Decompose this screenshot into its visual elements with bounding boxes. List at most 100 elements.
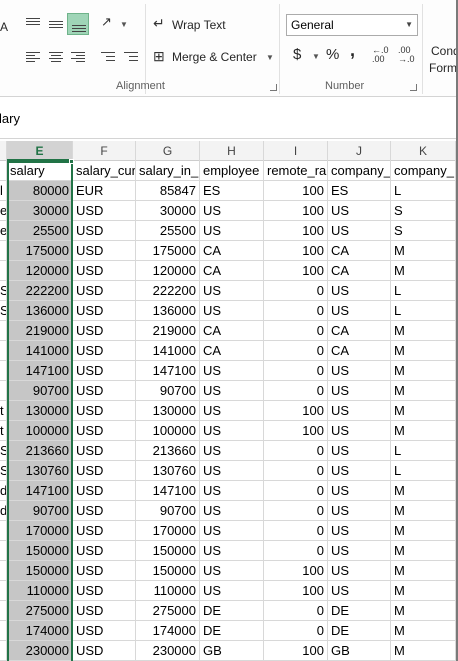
table-cell-partial[interactable]: l: [0, 181, 7, 201]
table-cell[interactable]: 213660: [7, 441, 73, 461]
table-cell[interactable]: US: [328, 501, 391, 521]
conditional-formatting-label-2[interactable]: Form: [429, 61, 457, 75]
table-cell-partial[interactable]: [0, 241, 7, 261]
table-cell[interactable]: 0: [264, 481, 328, 501]
table-cell[interactable]: US: [200, 421, 264, 441]
table-cell[interactable]: L: [391, 441, 456, 461]
header-cell[interactable]: company_: [391, 161, 456, 181]
table-cell[interactable]: 174000: [136, 621, 200, 641]
table-cell-partial[interactable]: [0, 621, 7, 641]
table-cell[interactable]: M: [391, 341, 456, 361]
table-cell[interactable]: US: [200, 301, 264, 321]
table-cell[interactable]: US: [328, 201, 391, 221]
table-cell[interactable]: US: [328, 561, 391, 581]
table-cell[interactable]: US: [328, 281, 391, 301]
formula-bar[interactable]: lary: [0, 97, 458, 139]
table-cell[interactable]: 0: [264, 341, 328, 361]
table-cell[interactable]: US: [200, 281, 264, 301]
percent-format-button[interactable]: %: [326, 46, 340, 63]
table-cell[interactable]: USD: [73, 321, 136, 341]
table-cell[interactable]: 0: [264, 621, 328, 641]
column-header-e[interactable]: E: [7, 141, 73, 161]
table-cell[interactable]: 0: [264, 541, 328, 561]
table-cell[interactable]: 100: [264, 581, 328, 601]
table-cell[interactable]: M: [391, 641, 456, 661]
table-cell[interactable]: M: [391, 501, 456, 521]
table-cell[interactable]: 100: [264, 561, 328, 581]
table-cell[interactable]: 174000: [7, 621, 73, 641]
table-cell[interactable]: 90700: [136, 381, 200, 401]
table-cell-partial[interactable]: [0, 641, 7, 661]
table-cell[interactable]: US: [328, 421, 391, 441]
table-cell[interactable]: 213660: [136, 441, 200, 461]
table-cell[interactable]: CA: [328, 241, 391, 261]
table-cell[interactable]: 0: [264, 501, 328, 521]
table-cell[interactable]: M: [391, 361, 456, 381]
table-cell[interactable]: 120000: [7, 261, 73, 281]
decrease-indent-button[interactable]: [97, 46, 119, 68]
table-cell[interactable]: M: [391, 421, 456, 441]
table-cell[interactable]: US: [200, 441, 264, 461]
table-cell[interactable]: US: [328, 221, 391, 241]
table-cell[interactable]: CA: [328, 341, 391, 361]
table-cell[interactable]: US: [328, 381, 391, 401]
table-cell[interactable]: USD: [73, 481, 136, 501]
table-cell[interactable]: USD: [73, 401, 136, 421]
header-cell[interactable]: salary_cur: [73, 161, 136, 181]
table-cell[interactable]: 141000: [136, 341, 200, 361]
table-cell[interactable]: USD: [73, 581, 136, 601]
table-cell-partial[interactable]: [0, 161, 7, 181]
table-cell[interactable]: 147100: [136, 361, 200, 381]
table-cell-partial[interactable]: [0, 541, 7, 561]
table-cell[interactable]: 80000: [7, 181, 73, 201]
table-cell[interactable]: US: [328, 461, 391, 481]
table-cell[interactable]: USD: [73, 281, 136, 301]
currency-format-button[interactable]: $: [293, 46, 302, 63]
table-cell[interactable]: 150000: [7, 561, 73, 581]
header-cell[interactable]: salary_in_: [136, 161, 200, 181]
table-cell[interactable]: 275000: [7, 601, 73, 621]
table-cell[interactable]: 130000: [7, 401, 73, 421]
table-cell[interactable]: 136000: [7, 301, 73, 321]
conditional-formatting-button[interactable]: Cond: [431, 44, 458, 58]
table-cell[interactable]: 100000: [7, 421, 73, 441]
table-cell[interactable]: L: [391, 461, 456, 481]
table-cell-partial[interactable]: [0, 381, 7, 401]
table-cell-partial[interactable]: d: [0, 501, 7, 521]
table-cell[interactable]: M: [391, 381, 456, 401]
table-cell[interactable]: US: [200, 481, 264, 501]
table-cell[interactable]: EUR: [73, 181, 136, 201]
table-cell[interactable]: 150000: [136, 541, 200, 561]
table-cell[interactable]: CA: [200, 341, 264, 361]
table-cell[interactable]: 90700: [136, 501, 200, 521]
column-header-h[interactable]: H: [200, 141, 264, 161]
table-cell[interactable]: 222200: [136, 281, 200, 301]
table-cell-partial[interactable]: d: [0, 481, 7, 501]
table-cell[interactable]: USD: [73, 221, 136, 241]
table-cell[interactable]: 170000: [136, 521, 200, 541]
table-cell[interactable]: 219000: [136, 321, 200, 341]
table-cell[interactable]: 175000: [7, 241, 73, 261]
table-cell[interactable]: USD: [73, 201, 136, 221]
table-cell[interactable]: CA: [328, 261, 391, 281]
table-cell[interactable]: S: [391, 201, 456, 221]
table-cell[interactable]: US: [200, 461, 264, 481]
align-left-button[interactable]: [22, 46, 44, 68]
table-cell[interactable]: M: [391, 261, 456, 281]
orientation-icon[interactable]: ↗︎: [101, 14, 112, 29]
align-bottom-button[interactable]: [67, 13, 89, 35]
table-cell[interactable]: M: [391, 601, 456, 621]
table-cell[interactable]: 0: [264, 381, 328, 401]
table-cell[interactable]: 100: [264, 201, 328, 221]
table-cell[interactable]: 130760: [136, 461, 200, 481]
table-cell-partial[interactable]: [0, 361, 7, 381]
table-cell[interactable]: 25500: [7, 221, 73, 241]
table-cell[interactable]: US: [200, 541, 264, 561]
table-cell[interactable]: 147100: [136, 481, 200, 501]
table-cell[interactable]: 0: [264, 521, 328, 541]
table-cell[interactable]: 219000: [7, 321, 73, 341]
table-cell[interactable]: CA: [200, 321, 264, 341]
column-header-f[interactable]: F: [73, 141, 136, 161]
table-cell-partial[interactable]: [0, 261, 7, 281]
increase-indent-button[interactable]: [120, 46, 142, 68]
